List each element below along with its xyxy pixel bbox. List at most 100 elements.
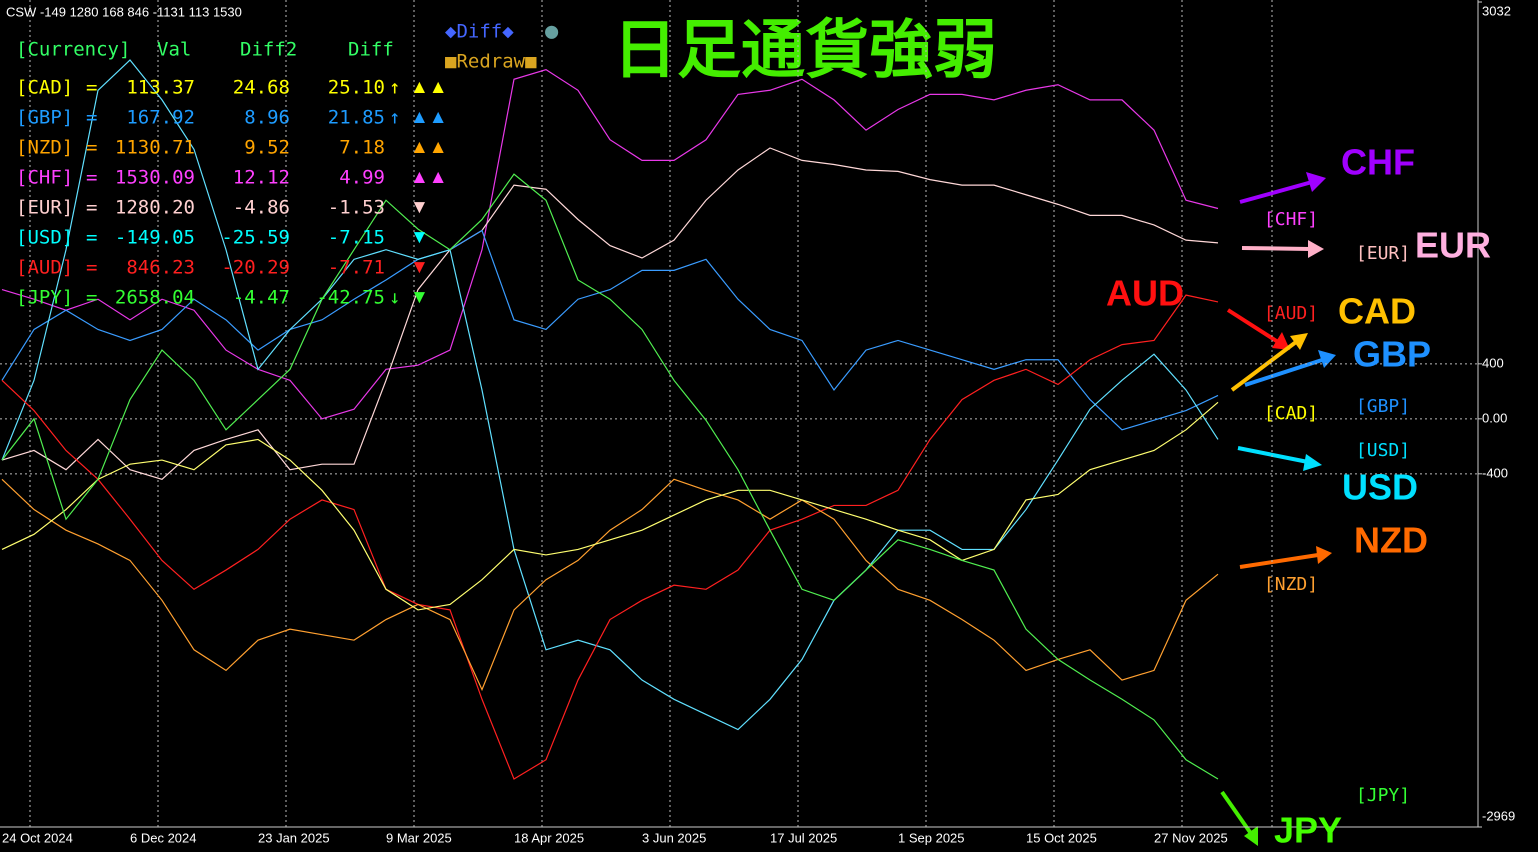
row-equals: = bbox=[86, 287, 97, 309]
arrow-head bbox=[1244, 826, 1258, 846]
row-equals: = bbox=[86, 167, 97, 189]
x-tick-label: 9 Mar 2025 bbox=[386, 830, 452, 845]
row-diff2: 9.52 bbox=[244, 137, 290, 159]
row-diff2: 24.68 bbox=[233, 77, 290, 99]
row-diff2: -25.59 bbox=[221, 227, 290, 249]
arrow bbox=[1226, 308, 1280, 344]
arrow-head bbox=[1318, 350, 1336, 368]
x-tick-label: 17 Jul 2025 bbox=[770, 830, 837, 845]
arrow bbox=[1244, 358, 1323, 387]
currency-label: CHF bbox=[1341, 142, 1415, 183]
arrow bbox=[1220, 790, 1254, 837]
row-marks: ▼ bbox=[410, 227, 429, 248]
currency-tag: [USD] bbox=[1356, 440, 1410, 461]
row-equals: = bbox=[86, 197, 97, 219]
x-tick-label: 6 Dec 2024 bbox=[130, 830, 197, 845]
x-tick-label: 18 Apr 2025 bbox=[514, 830, 584, 845]
panel: [Currency] Val Diff2 Diff [CAD] = 113.37 24.68 2… bbox=[16, 19, 559, 309]
row-equals: = bbox=[86, 77, 97, 99]
arrow bbox=[1230, 340, 1298, 392]
arrow bbox=[1237, 446, 1309, 464]
panel-header: Val bbox=[157, 39, 191, 61]
row-diff2: -4.86 bbox=[233, 197, 290, 219]
button[interactable]: ◆Diff◆ bbox=[445, 21, 514, 43]
series-line bbox=[1, 478, 1219, 692]
arrow-head bbox=[1316, 546, 1332, 564]
button[interactable]: ● bbox=[545, 19, 559, 44]
row-equals: = bbox=[86, 137, 97, 159]
x-tick-label: 24 Oct 2024 bbox=[2, 830, 73, 845]
row-diff2: 12.12 bbox=[233, 167, 290, 189]
row-marks: ▲▲ bbox=[410, 107, 448, 128]
x-tick-label: 27 Nov 2025 bbox=[1154, 830, 1228, 845]
currency-label: JPY bbox=[1274, 810, 1342, 851]
series-line bbox=[1, 229, 1219, 431]
x-tick-label: 23 Jan 2025 bbox=[258, 830, 330, 845]
currency-tag: [EUR] bbox=[1356, 243, 1410, 264]
row-diff: 4.99 bbox=[339, 167, 385, 189]
arrow-head bbox=[1290, 333, 1308, 350]
arrow bbox=[1239, 553, 1319, 569]
chart-subtitle: CSW -149 1280 168 846 -1131 113 1530 bbox=[6, 4, 242, 19]
x-tick-label: 3 Jun 2025 bbox=[642, 830, 706, 845]
currency-tag: [CAD] bbox=[1264, 403, 1318, 424]
panel-header: Diff2 bbox=[240, 39, 297, 61]
row-val: 113.37 bbox=[126, 77, 195, 99]
currency-label: USD bbox=[1342, 467, 1418, 508]
arrow bbox=[1241, 246, 1311, 251]
currency-tag: [JPY] bbox=[1356, 785, 1410, 806]
row-label: [CAD] bbox=[16, 77, 73, 99]
row-arrow: ↑ bbox=[389, 77, 400, 99]
row-label: [AUD] bbox=[16, 257, 73, 279]
row-label: [EUR] bbox=[16, 197, 73, 219]
row-marks: ▼ bbox=[410, 257, 429, 278]
row-marks: ▼ bbox=[410, 287, 429, 308]
row-marks: ▲▲ bbox=[410, 167, 448, 188]
row-val: 1280.20 bbox=[115, 197, 195, 219]
y-tick-label: -400 bbox=[1482, 465, 1508, 480]
panel-header: Diff bbox=[348, 39, 394, 61]
row-val: 1530.09 bbox=[115, 167, 195, 189]
row-equals: = bbox=[86, 227, 97, 249]
row-val: 1130.71 bbox=[115, 137, 195, 159]
row-marks: ▲▲ bbox=[410, 77, 448, 98]
currency-label: NZD bbox=[1354, 520, 1428, 561]
row-label: [GBP] bbox=[16, 107, 73, 129]
series-line bbox=[1, 173, 1219, 780]
arrow-head bbox=[1303, 454, 1322, 471]
currency-tag: [AUD] bbox=[1264, 303, 1318, 324]
arrow-head bbox=[1308, 240, 1324, 258]
row-val: 2658.04 bbox=[115, 287, 195, 309]
currency-tag: [NZD] bbox=[1264, 574, 1318, 595]
row-arrow: ↓ bbox=[389, 287, 400, 309]
panel-header: [Currency] bbox=[16, 39, 130, 61]
series-line bbox=[1, 294, 1219, 780]
y-tick-label: 0.00 bbox=[1482, 410, 1507, 425]
row-diff: -1.53 bbox=[328, 197, 385, 219]
chart-title: 日足通貨強弱 bbox=[613, 14, 997, 86]
currency-label: GBP bbox=[1353, 334, 1431, 375]
arrow-head bbox=[1272, 332, 1290, 350]
series-line bbox=[1, 147, 1219, 480]
series-line bbox=[1, 401, 1219, 611]
row-label: [NZD] bbox=[16, 137, 73, 159]
row-diff: -7.71 bbox=[328, 257, 385, 279]
row-diff: 25.10 bbox=[328, 77, 385, 99]
currency-label: AUD bbox=[1106, 273, 1184, 314]
button[interactable]: ■Redraw■ bbox=[445, 51, 537, 73]
row-label: [CHF] bbox=[16, 167, 73, 189]
currency-tag: [CHF] bbox=[1264, 209, 1318, 230]
row-marks: ▲▲ bbox=[410, 137, 448, 158]
arrows bbox=[1220, 172, 1336, 846]
row-equals: = bbox=[86, 107, 97, 129]
row-diff2: 8.96 bbox=[244, 107, 290, 129]
row-diff: 7.18 bbox=[339, 137, 385, 159]
row-equals: = bbox=[86, 257, 97, 279]
row-val: -149.05 bbox=[115, 227, 195, 249]
arrow-head bbox=[1306, 172, 1326, 192]
x-tick-label: 15 Oct 2025 bbox=[1026, 830, 1097, 845]
row-diff: 21.85 bbox=[328, 107, 385, 129]
